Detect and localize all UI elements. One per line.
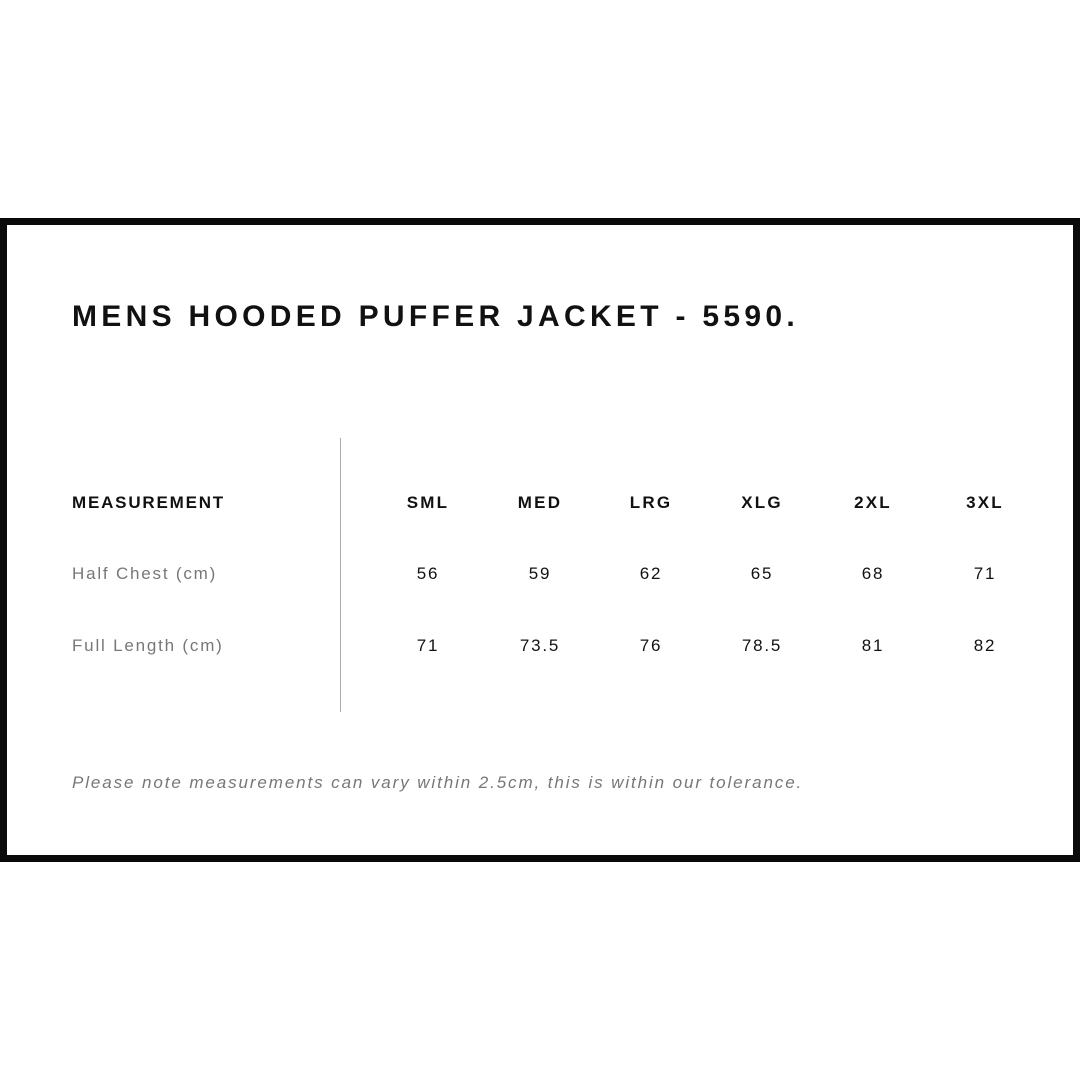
table-cell: 65 (750, 564, 774, 583)
table-cell: 71 (416, 636, 440, 655)
size-header: SML (406, 493, 450, 512)
size-header: 2XL (854, 493, 892, 512)
column-divider (340, 438, 341, 712)
table-cell: 71 (973, 564, 997, 583)
table-cell: 81 (861, 636, 885, 655)
size-chart-frame (0, 218, 1080, 862)
table-cell: 73.5 (519, 636, 561, 655)
page-title: MENS HOODED PUFFER JACKET - 5590. (72, 300, 800, 333)
header-measurement: MEASUREMENT (72, 493, 225, 512)
table-cell: 82 (973, 636, 997, 655)
table-cell: 68 (861, 564, 885, 583)
table-cell: 59 (528, 564, 552, 583)
table-cell: 76 (639, 636, 663, 655)
size-header: MED (517, 493, 563, 512)
size-header: LRG (629, 493, 673, 512)
size-header: 3XL (966, 493, 1004, 512)
size-header: XLG (741, 493, 783, 512)
table-cell: 78.5 (741, 636, 783, 655)
row-label: Half Chest (cm) (72, 564, 218, 583)
table-cell: 56 (416, 564, 440, 583)
table-cell: 62 (639, 564, 663, 583)
tolerance-note: Please note measurements can vary within… (72, 773, 804, 792)
row-label: Full Length (cm) (72, 636, 224, 655)
